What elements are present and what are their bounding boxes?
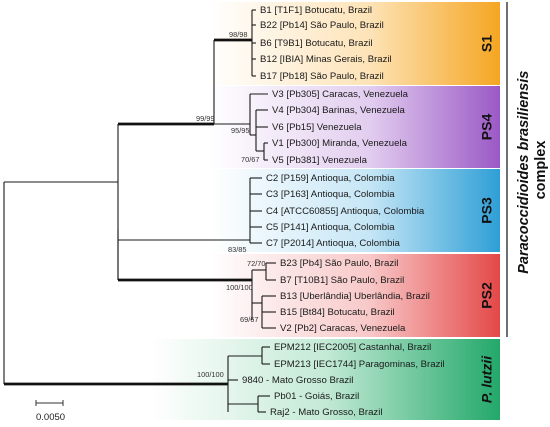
support-value-ps2-top: 72/70 — [247, 259, 266, 268]
taxon-label: EPM213 [IEC1744] Paragominas, Brazil — [274, 359, 445, 370]
taxon-label: V4 [Pb304] Barinas, Venezuela — [272, 105, 405, 116]
support-value-ps4-v1v5: 70/67 — [241, 155, 260, 164]
support-value-lutzii: 100/100 — [197, 370, 224, 379]
taxon-label: B23 [Pb4] São Paulo, Brazil — [280, 258, 398, 269]
taxon-label: Pb01 - Goiás, Brazil — [274, 391, 359, 402]
taxon-label: B6 [T9B1] Botucatu, Brazil — [260, 38, 373, 49]
taxon-label: V6 [Pb15] Venezuela — [272, 122, 362, 133]
support-value-ps3: 83/85 — [228, 245, 247, 254]
taxon-label: B7 [T10B1] São Paulo, Brazil — [280, 275, 404, 286]
taxon-label: V5 [Pb381] Venezuela — [272, 155, 368, 166]
taxon-label: V2 [Pb2] Caracas, Venezuela — [280, 323, 406, 334]
taxon-label: V1 [Pb300] Miranda, Venezuela — [272, 138, 408, 149]
support-value-ps2: 100/100 — [226, 283, 253, 292]
taxon-label: B17 [Pb18] São Paulo, Brazil — [260, 71, 384, 82]
taxon-label: C5 [P141] Antioqua, Colombia — [266, 222, 395, 233]
taxon-label: V3 [Pb305] Caracas, Venezuela — [272, 89, 409, 100]
support-value-s1-ps4: 99/99 — [196, 114, 215, 123]
taxon-label: C3 [P163] Antioqua, Colombia — [266, 189, 395, 200]
clade-box-s1 — [210, 2, 500, 85]
taxon-label: B13 [Uberlândia] Uberlândia, Brazil — [280, 291, 430, 302]
taxon-label: 9840 - Mato Grosso Brazil — [242, 375, 353, 386]
clade-box-ps2 — [210, 254, 500, 337]
support-value-s1: 98/98 — [229, 30, 248, 39]
taxon-label: B12 [IBIA] Minas Gerais, Brazil — [260, 54, 392, 65]
clade-label-s1: S1 — [479, 35, 495, 52]
complex-label-species: Paracoccidioides brasiliensis — [516, 71, 532, 274]
taxon-label: C4 [ATCC60855] Antioqua, Colombia — [266, 206, 425, 217]
complex-label: Paracoccidioides brasiliensis complex — [515, 66, 549, 274]
taxon-label: B15 [Bt84] Botucatu, Brazil — [280, 307, 395, 318]
taxon-label: B22 [Pb14] São Paulo, Brazil — [260, 20, 384, 31]
taxon-label: C7 [P2014] Antioqua, Colombia — [266, 238, 401, 249]
clade-label-ps2: PS2 — [479, 282, 495, 309]
taxon-label: C2 [P159] Antioqua, Colombia — [266, 173, 395, 184]
scale-bar: 0.0050 — [35, 400, 65, 423]
support-value-ps2-inner: 69/67 — [240, 315, 259, 324]
support-value-ps4-inner: 95/95 — [231, 126, 250, 135]
clade-label-ps3: PS3 — [479, 197, 495, 224]
clade-box-p-lutzii — [150, 339, 500, 420]
clade-label-ps4: PS4 — [479, 114, 495, 141]
scale-bar-label: 0.0050 — [36, 412, 65, 423]
complex-label-suffix: complex — [533, 141, 549, 200]
taxon-label: B1 [T1F1] Botucatu, Brazil — [260, 5, 372, 16]
taxon-label: Raj2 - Mato Grosso, Brazil — [270, 407, 383, 418]
taxon-label: EPM212 [IEC2005] Castanhal, Brazil — [274, 342, 431, 353]
clade-label-p-lutzii: P. lutzii — [479, 355, 495, 403]
